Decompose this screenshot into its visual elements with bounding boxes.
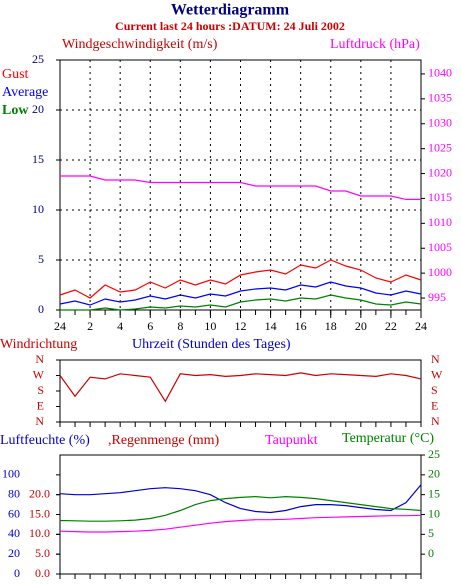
- y-tick-label: E: [37, 398, 44, 412]
- legend-entry: Temperatur (°C): [342, 431, 434, 446]
- series-line: [59, 372, 422, 403]
- y2-tick-label: 1035: [428, 91, 452, 105]
- series-line: [59, 495, 422, 522]
- y2-tick-label: 1040: [428, 66, 452, 80]
- y-tick-label: 0: [14, 566, 20, 580]
- y2-tick-label: 1005: [428, 240, 452, 254]
- y-tick-label: 20: [32, 102, 44, 116]
- y-tick-label: N: [35, 414, 44, 428]
- y-tick-label: 20: [8, 546, 20, 560]
- y2-tick-label: 15: [428, 486, 440, 500]
- y-tick-label: W: [431, 367, 443, 381]
- y-tick-label: W: [33, 367, 45, 381]
- y-tick-label: 100: [2, 467, 20, 481]
- y-tick-label: 10: [32, 202, 44, 216]
- rain-tick-label: 0.0: [35, 566, 50, 580]
- y2-tick-label: 1030: [428, 115, 452, 129]
- y-axis-label: Luftfeuchte (%): [0, 433, 90, 448]
- y2-tick-label: 1010: [428, 215, 452, 229]
- chart-subtitle: Current last 24 hours :DATUM: 24 Juli 20…: [115, 19, 345, 33]
- x-tick-label: 24: [54, 319, 66, 333]
- y-tick-label: N: [35, 352, 44, 366]
- y-tick-label: N: [431, 352, 440, 366]
- y2-tick-label: 5: [428, 526, 434, 540]
- series-line: [59, 484, 422, 514]
- legend-entry: Average: [2, 85, 48, 100]
- x-tick-label: 2: [87, 319, 93, 333]
- x-tick-label: 8: [177, 319, 183, 333]
- y2-tick-label: 25: [428, 447, 440, 461]
- y-tick-label: S: [431, 383, 438, 397]
- x-axis-label: Uhrzeit (Stunden des Tages): [132, 337, 291, 352]
- x-tick-label: 24: [415, 319, 427, 333]
- y2-tick-label: 995: [428, 290, 446, 304]
- x-tick-label: 10: [204, 319, 216, 333]
- series-line: [60, 175, 421, 200]
- x-tick-label: 6: [147, 319, 153, 333]
- rain-tick-label: 15.0: [29, 506, 50, 520]
- y-tick-label: 60: [8, 506, 20, 520]
- rain-tick-label: 5.0: [35, 546, 50, 560]
- y-tick-label: N: [431, 414, 440, 428]
- y-tick-label: 0: [38, 302, 44, 316]
- x-tick-label: 22: [385, 319, 397, 333]
- rain-axis-label: ,Regenmenge (mm): [108, 433, 220, 448]
- x-tick-label: 12: [235, 319, 247, 333]
- y2-tick-label: 20: [428, 467, 440, 481]
- series-line: [59, 514, 422, 533]
- legend-entry: Taupunkt: [265, 433, 318, 448]
- y2-tick-label: 1015: [428, 190, 452, 204]
- y2-tick-label: 1025: [428, 140, 452, 154]
- y-tick-label: 15: [32, 152, 44, 166]
- y-axis-label: Windrichtung: [0, 337, 77, 352]
- y2-tick-label: 1000: [428, 265, 452, 279]
- y-tick-label: 40: [8, 526, 20, 540]
- legend-entry: Gust: [2, 67, 29, 82]
- y-axis-label: Windgeschwindigkeit (m/s): [62, 37, 218, 52]
- x-tick-label: 20: [355, 319, 367, 333]
- rain-tick-label: 10.0: [29, 526, 50, 540]
- rain-tick-label: 20.0: [29, 486, 50, 500]
- x-tick-label: 4: [117, 319, 123, 333]
- plot-frame: [59, 359, 422, 423]
- y-tick-label: 25: [32, 52, 44, 66]
- y-tick-label: S: [37, 383, 44, 397]
- legend-entry: Low: [2, 103, 29, 118]
- y2-tick-label: 1020: [428, 165, 452, 179]
- y2-tick-label: 0: [428, 546, 434, 560]
- plot-frame: [59, 454, 422, 575]
- y2-axis-label: Luftdruck (hPa): [330, 37, 420, 52]
- y-tick-label: 80: [8, 486, 20, 500]
- x-tick-label: 18: [325, 319, 337, 333]
- series-line: [59, 281, 422, 306]
- y-tick-label: E: [431, 398, 438, 412]
- y2-tick-label: 10: [428, 506, 440, 520]
- x-tick-label: 14: [265, 319, 277, 333]
- y-tick-label: 5: [38, 252, 44, 266]
- series-line: [60, 294, 422, 311]
- x-tick-label: 16: [295, 319, 307, 333]
- series-line: [59, 259, 422, 299]
- chart-title: Wetterdiagramm: [171, 2, 290, 19]
